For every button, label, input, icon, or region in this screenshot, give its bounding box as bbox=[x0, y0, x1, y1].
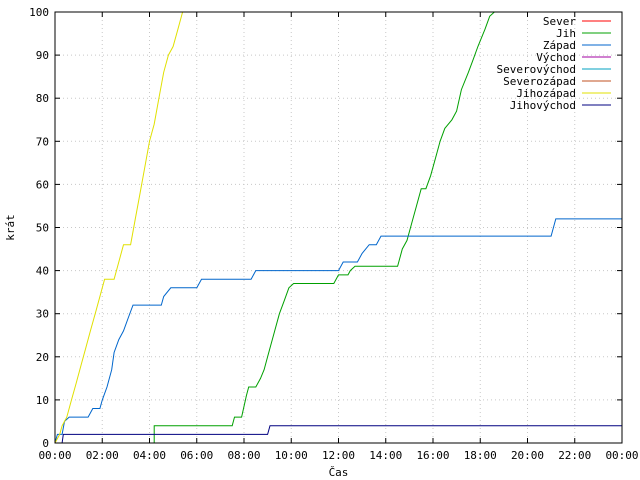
y-tick-label: 80 bbox=[36, 92, 49, 105]
series-line-jihozápad bbox=[54, 11, 185, 444]
tick-labels: 00:00 02:00 04:00 06:00 08:00 10:00 12:00 14:00… bbox=[29, 6, 638, 462]
y-tick-label: 0 bbox=[42, 437, 49, 450]
x-tick-label: 00:00 bbox=[605, 449, 638, 462]
y-tick-label: 10 bbox=[36, 394, 49, 407]
y-tick-label: 90 bbox=[36, 49, 49, 62]
x-tick-label: 06:00 bbox=[180, 449, 213, 462]
x-tick-label: 08:00 bbox=[227, 449, 260, 462]
y-tick-label: 30 bbox=[36, 308, 49, 321]
legend-label: Jihovýchod bbox=[510, 99, 576, 112]
y-tick-label: 60 bbox=[36, 178, 49, 191]
y-tick-label: 20 bbox=[36, 351, 49, 364]
legend-label: Západ bbox=[543, 39, 576, 52]
x-tick-label: 18:00 bbox=[464, 449, 497, 462]
legend-label: Severovýchod bbox=[497, 63, 576, 76]
y-tick-label: 70 bbox=[36, 135, 49, 148]
legend-label: Sever bbox=[543, 15, 576, 28]
legend: SeverJihZápadVýchodSeverovýchodSeverozáp… bbox=[497, 15, 611, 112]
x-tick-label: 10:00 bbox=[275, 449, 308, 462]
series-line-jih bbox=[55, 11, 622, 444]
legend-label: Severozápad bbox=[503, 75, 576, 88]
x-tick-label: 22:00 bbox=[558, 449, 591, 462]
legend-label: Východ bbox=[536, 51, 576, 64]
x-tick-label: 14:00 bbox=[369, 449, 402, 462]
x-tick-label: 02:00 bbox=[86, 449, 119, 462]
y-tick-label: 50 bbox=[36, 222, 49, 235]
legend-label: Jihozápad bbox=[516, 87, 576, 100]
y-axis-label: krát bbox=[4, 214, 17, 241]
y-tick-label: 40 bbox=[36, 265, 49, 278]
x-tick-label: 04:00 bbox=[133, 449, 166, 462]
x-tick-label: 20:00 bbox=[511, 449, 544, 462]
x-tick-label: 12:00 bbox=[322, 449, 355, 462]
series-line-západ bbox=[54, 218, 622, 444]
legend-label: Jih bbox=[556, 27, 576, 40]
y-tick-label: 100 bbox=[29, 6, 49, 19]
grid bbox=[55, 12, 622, 443]
ticks bbox=[54, 11, 623, 444]
x-tick-label: 00:00 bbox=[38, 449, 71, 462]
x-tick-label: 16:00 bbox=[416, 449, 449, 462]
x-axis-label: Čas bbox=[329, 466, 349, 479]
